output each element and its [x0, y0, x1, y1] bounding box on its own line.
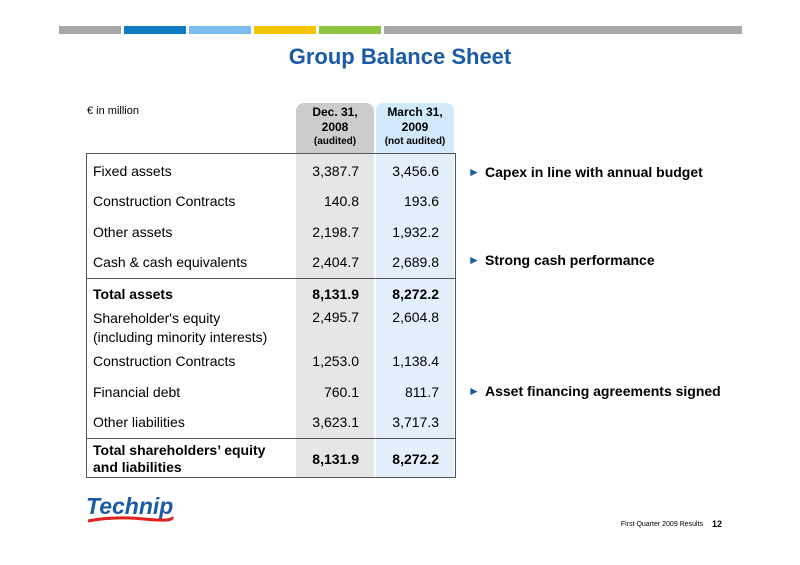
page-number: 12 — [711, 519, 722, 529]
value-mar-2009: 8,272.2 — [392, 286, 439, 302]
color-segment — [254, 26, 316, 34]
value-dec-2008: 760.1 — [323, 384, 359, 400]
row-label: Financial debt — [93, 384, 181, 400]
column-header-note: (not audited) — [384, 136, 446, 147]
column-header-line: 2009 — [401, 120, 429, 134]
row-label: Shareholder's equity (including minority… — [93, 309, 267, 347]
color-segment — [59, 26, 121, 34]
color-segment — [124, 26, 186, 34]
row-label: Other assets — [93, 224, 173, 240]
balance-sheet-table: Fixed assets 3,387.7 3,456.6 Constructio… — [86, 153, 456, 478]
bullet-text: Capex in line with annual budget — [485, 164, 703, 180]
page-title: Group Balance Sheet — [288, 44, 512, 69]
value-mar-2009: 193.6 — [403, 193, 439, 209]
technip-logo: Technip — [84, 490, 184, 530]
row-label: Fixed assets — [93, 163, 172, 179]
value-dec-2008: 3,387.7 — [312, 163, 359, 179]
value-dec-2008: 8,131.9 — [312, 451, 359, 467]
color-segment — [189, 26, 251, 34]
technip-logo-graphic: Technip — [86, 493, 174, 523]
row-divider — [87, 278, 455, 279]
column-header-dec-2008: Dec. 31, 2008 (audited) — [296, 103, 374, 153]
row-label-line: and liabilities — [93, 459, 182, 475]
value-mar-2009: 1,138.4 — [392, 353, 439, 369]
bullet-text: Asset financing agreements signed — [485, 383, 721, 399]
footer-text: First Quarter 2009 Results — [620, 521, 703, 528]
value-mar-2009: 3,456.6 — [392, 163, 439, 179]
value-mar-2009: 2,604.8 — [392, 309, 439, 325]
row-label: Construction Contracts — [93, 193, 236, 209]
row-label-line: (including minority interests) — [93, 329, 268, 345]
triangle-bullet-icon: ► — [468, 384, 480, 398]
row-label: Cash & cash equivalents — [93, 254, 248, 270]
triangle-bullet-icon: ► — [468, 165, 480, 179]
value-dec-2008: 140.8 — [323, 193, 359, 209]
value-dec-2008: 2,404.7 — [312, 254, 359, 270]
triangle-bullet-icon: ► — [468, 253, 480, 267]
value-mar-2009: 1,932.2 — [392, 224, 439, 240]
value-mar-2009: 8,272.2 — [392, 451, 439, 467]
color-segment — [319, 26, 381, 34]
unit-label: € in million — [87, 105, 139, 117]
column-header-line: Dec. 31, — [312, 105, 358, 119]
row-label: Total assets — [93, 286, 173, 302]
value-dec-2008: 1,253.0 — [312, 353, 359, 369]
column-shade-dec — [296, 153, 374, 478]
column-header-note: (audited) — [313, 136, 357, 147]
value-dec-2008: 8,131.9 — [312, 286, 359, 302]
row-label-line: Total shareholders’ equity — [93, 442, 266, 458]
value-mar-2009: 2,689.8 — [392, 254, 439, 270]
column-header-line: March 31, — [387, 105, 443, 119]
value-dec-2008: 2,198.7 — [312, 224, 359, 240]
column-shade-mar — [376, 153, 454, 478]
row-label: Construction Contracts — [93, 353, 236, 369]
value-mar-2009: 3,717.3 — [392, 414, 439, 430]
value-dec-2008: 2,495.7 — [312, 309, 359, 325]
value-mar-2009: 811.7 — [405, 384, 439, 400]
color-segment — [384, 26, 742, 34]
bullet-text: Strong cash performance — [485, 252, 655, 268]
top-color-bar — [59, 26, 742, 34]
logo-wordmark: Technip — [86, 493, 173, 519]
row-label: Other liabilities — [93, 414, 185, 430]
logo-swoosh — [87, 516, 174, 523]
column-header-line: 2008 — [321, 120, 349, 134]
row-label-line: Shareholder's equity — [93, 310, 221, 326]
value-dec-2008: 3,623.1 — [312, 414, 359, 430]
row-label: Total shareholders’ equity and liabiliti… — [93, 442, 265, 476]
row-divider — [87, 438, 455, 439]
column-header-mar-2009: March 31, 2009 (not audited) — [376, 103, 454, 153]
